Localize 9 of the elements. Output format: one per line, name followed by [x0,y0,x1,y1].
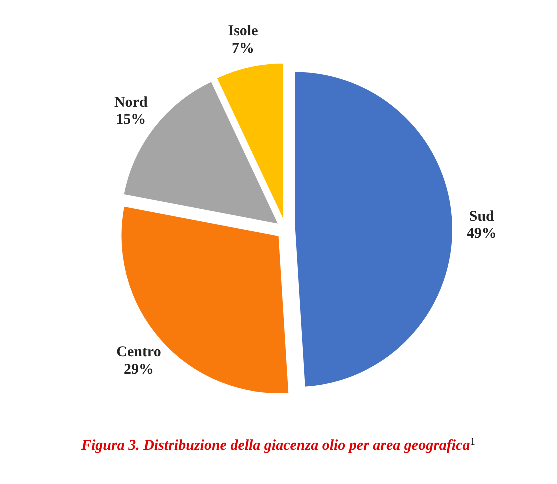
slice-label: Centro [116,344,162,361]
data-label: 15% [116,112,146,128]
data-label: 7% [232,40,254,57]
data-label: 29% [124,362,154,378]
slice-label: Isole [228,24,259,40]
text: Figura 3. Distribuzione della giacenza olio per area geografica$^{1}$ [80,436,476,454]
slice-label: Sud [469,208,496,225]
slice-label: Nord [114,94,148,111]
data-label: 49% [466,226,497,242]
